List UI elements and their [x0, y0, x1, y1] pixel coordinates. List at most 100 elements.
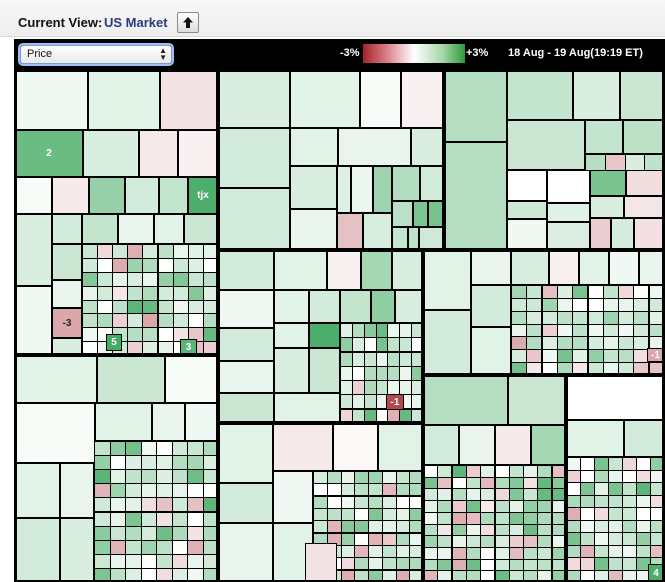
- stock-tile[interactable]: [82, 286, 98, 301]
- stock-tile[interactable]: [351, 166, 373, 213]
- stock-tile[interactable]: [60, 463, 94, 518]
- stock-tile[interactable]: [526, 298, 542, 312]
- stock-tile[interactable]: [608, 532, 623, 546]
- stock-tile[interactable]: [557, 362, 573, 376]
- stock-tile[interactable]: [401, 70, 444, 128]
- stock-tile[interactable]: [218, 483, 273, 523]
- stock-tile[interactable]: [218, 328, 274, 361]
- stock-tile[interactable]: [173, 313, 189, 328]
- stock-tile[interactable]: [392, 166, 420, 201]
- stock-tile[interactable]: [218, 393, 274, 423]
- stock-tile[interactable]: [633, 285, 649, 299]
- stock-tile[interactable]: [173, 286, 189, 301]
- stock-tile[interactable]: [165, 355, 218, 403]
- stock-tile[interactable]: [127, 286, 143, 301]
- stock-tile[interactable]: [580, 557, 595, 571]
- stock-tile[interactable]: [378, 423, 423, 471]
- stock-tile[interactable]: [507, 120, 585, 170]
- stock-tile[interactable]: [156, 512, 173, 527]
- stock-tile[interactable]: [15, 463, 60, 518]
- stock-tile[interactable]: [158, 258, 174, 273]
- stock-tile[interactable]: [94, 540, 111, 555]
- stock-tile[interactable]: [290, 70, 360, 128]
- stock-tile[interactable]: [112, 286, 128, 301]
- stock-tile[interactable]: [618, 298, 634, 312]
- stock-tile[interactable]: [97, 313, 113, 328]
- stock-tile[interactable]: [15, 214, 52, 286]
- stock-tile[interactable]: [274, 250, 327, 290]
- stock-tile[interactable]: [127, 244, 143, 259]
- stock-tile[interactable]: [97, 244, 113, 259]
- stock-tile[interactable]: [142, 327, 158, 342]
- stock-tile[interactable]: [588, 285, 604, 299]
- stock-tile[interactable]: [82, 272, 98, 287]
- stock-tile[interactable]: [639, 250, 664, 285]
- stock-tile[interactable]: [125, 469, 142, 484]
- stock-tile[interactable]: [185, 403, 218, 441]
- stock-tile[interactable]: [338, 128, 411, 166]
- stock-tile[interactable]: [125, 568, 142, 582]
- stock-tile[interactable]: [52, 214, 82, 244]
- stock-tile[interactable]: [354, 570, 369, 582]
- stock-tile[interactable]: [187, 540, 204, 555]
- stock-tile[interactable]: [411, 128, 444, 166]
- stock-tile[interactable]: [125, 512, 142, 527]
- stock-tile[interactable]: [274, 348, 309, 393]
- stock-tile[interactable]: [594, 532, 609, 546]
- stock-tile[interactable]: [218, 523, 273, 582]
- stock-tile[interactable]: [203, 244, 219, 259]
- stock-tile[interactable]: [125, 483, 142, 498]
- stock-tile[interactable]: [218, 361, 274, 393]
- stock-tile[interactable]: [633, 362, 649, 376]
- stock-tile[interactable]: [274, 290, 309, 323]
- stock-tile[interactable]: [360, 70, 401, 128]
- stock-tile[interactable]: [218, 70, 290, 128]
- stock-tile[interactable]: [273, 471, 313, 523]
- stock-tile[interactable]: [89, 177, 125, 214]
- stock-tile[interactable]: [594, 482, 609, 496]
- stock-tile[interactable]: [603, 298, 619, 312]
- stock-tile[interactable]: [82, 244, 98, 259]
- stock-tile[interactable]: [15, 518, 60, 582]
- stock-tile[interactable]: [127, 258, 143, 273]
- stock-tile[interactable]: [94, 483, 111, 498]
- stock-tile[interactable]: [547, 222, 590, 250]
- stock-tile[interactable]: [480, 570, 495, 582]
- stock-tile[interactable]: [650, 482, 665, 496]
- stock-tile[interactable]: [305, 543, 337, 582]
- stock-tile[interactable]: [585, 154, 606, 171]
- stock-tile[interactable]: [173, 272, 189, 287]
- stock-tile[interactable]: [333, 423, 378, 471]
- stock-tile[interactable]: [392, 250, 423, 290]
- stock-tile[interactable]: [650, 457, 665, 471]
- stock-tile[interactable]: [572, 349, 588, 363]
- stock-tile[interactable]: [471, 250, 511, 285]
- stock-tile[interactable]: [382, 483, 397, 496]
- stock-tile[interactable]: [507, 170, 547, 201]
- stock-tile[interactable]: [142, 286, 158, 301]
- stock-tile[interactable]: [444, 142, 507, 250]
- stock-tile[interactable]: [94, 455, 111, 470]
- stock-tile[interactable]: [557, 285, 573, 299]
- stock-tile[interactable]: [125, 497, 142, 512]
- stock-tile[interactable]: [127, 327, 143, 342]
- stock-tile[interactable]: [142, 244, 158, 259]
- stock-tile[interactable]: [340, 290, 371, 323]
- stock-tile[interactable]: [156, 568, 173, 582]
- stock-tile[interactable]: [173, 244, 189, 259]
- stock-tile[interactable]: [611, 218, 634, 250]
- stock-tile[interactable]: [495, 425, 531, 465]
- stock-tile[interactable]: [590, 170, 626, 196]
- stock-tile[interactable]: [588, 362, 604, 376]
- stock-tile[interactable]: [459, 425, 495, 465]
- stock-tile[interactable]: [618, 285, 634, 299]
- stock-tile[interactable]: [624, 420, 664, 457]
- stock-tile[interactable]: [15, 403, 95, 463]
- stock-tile[interactable]: [218, 128, 290, 188]
- stock-tile[interactable]: [622, 570, 637, 582]
- stock-tile[interactable]: [542, 311, 558, 325]
- stock-tile[interactable]: [203, 272, 219, 287]
- stock-tile[interactable]: [572, 298, 588, 312]
- stock-tile[interactable]: [618, 311, 634, 325]
- stock-tile[interactable]: [557, 311, 573, 325]
